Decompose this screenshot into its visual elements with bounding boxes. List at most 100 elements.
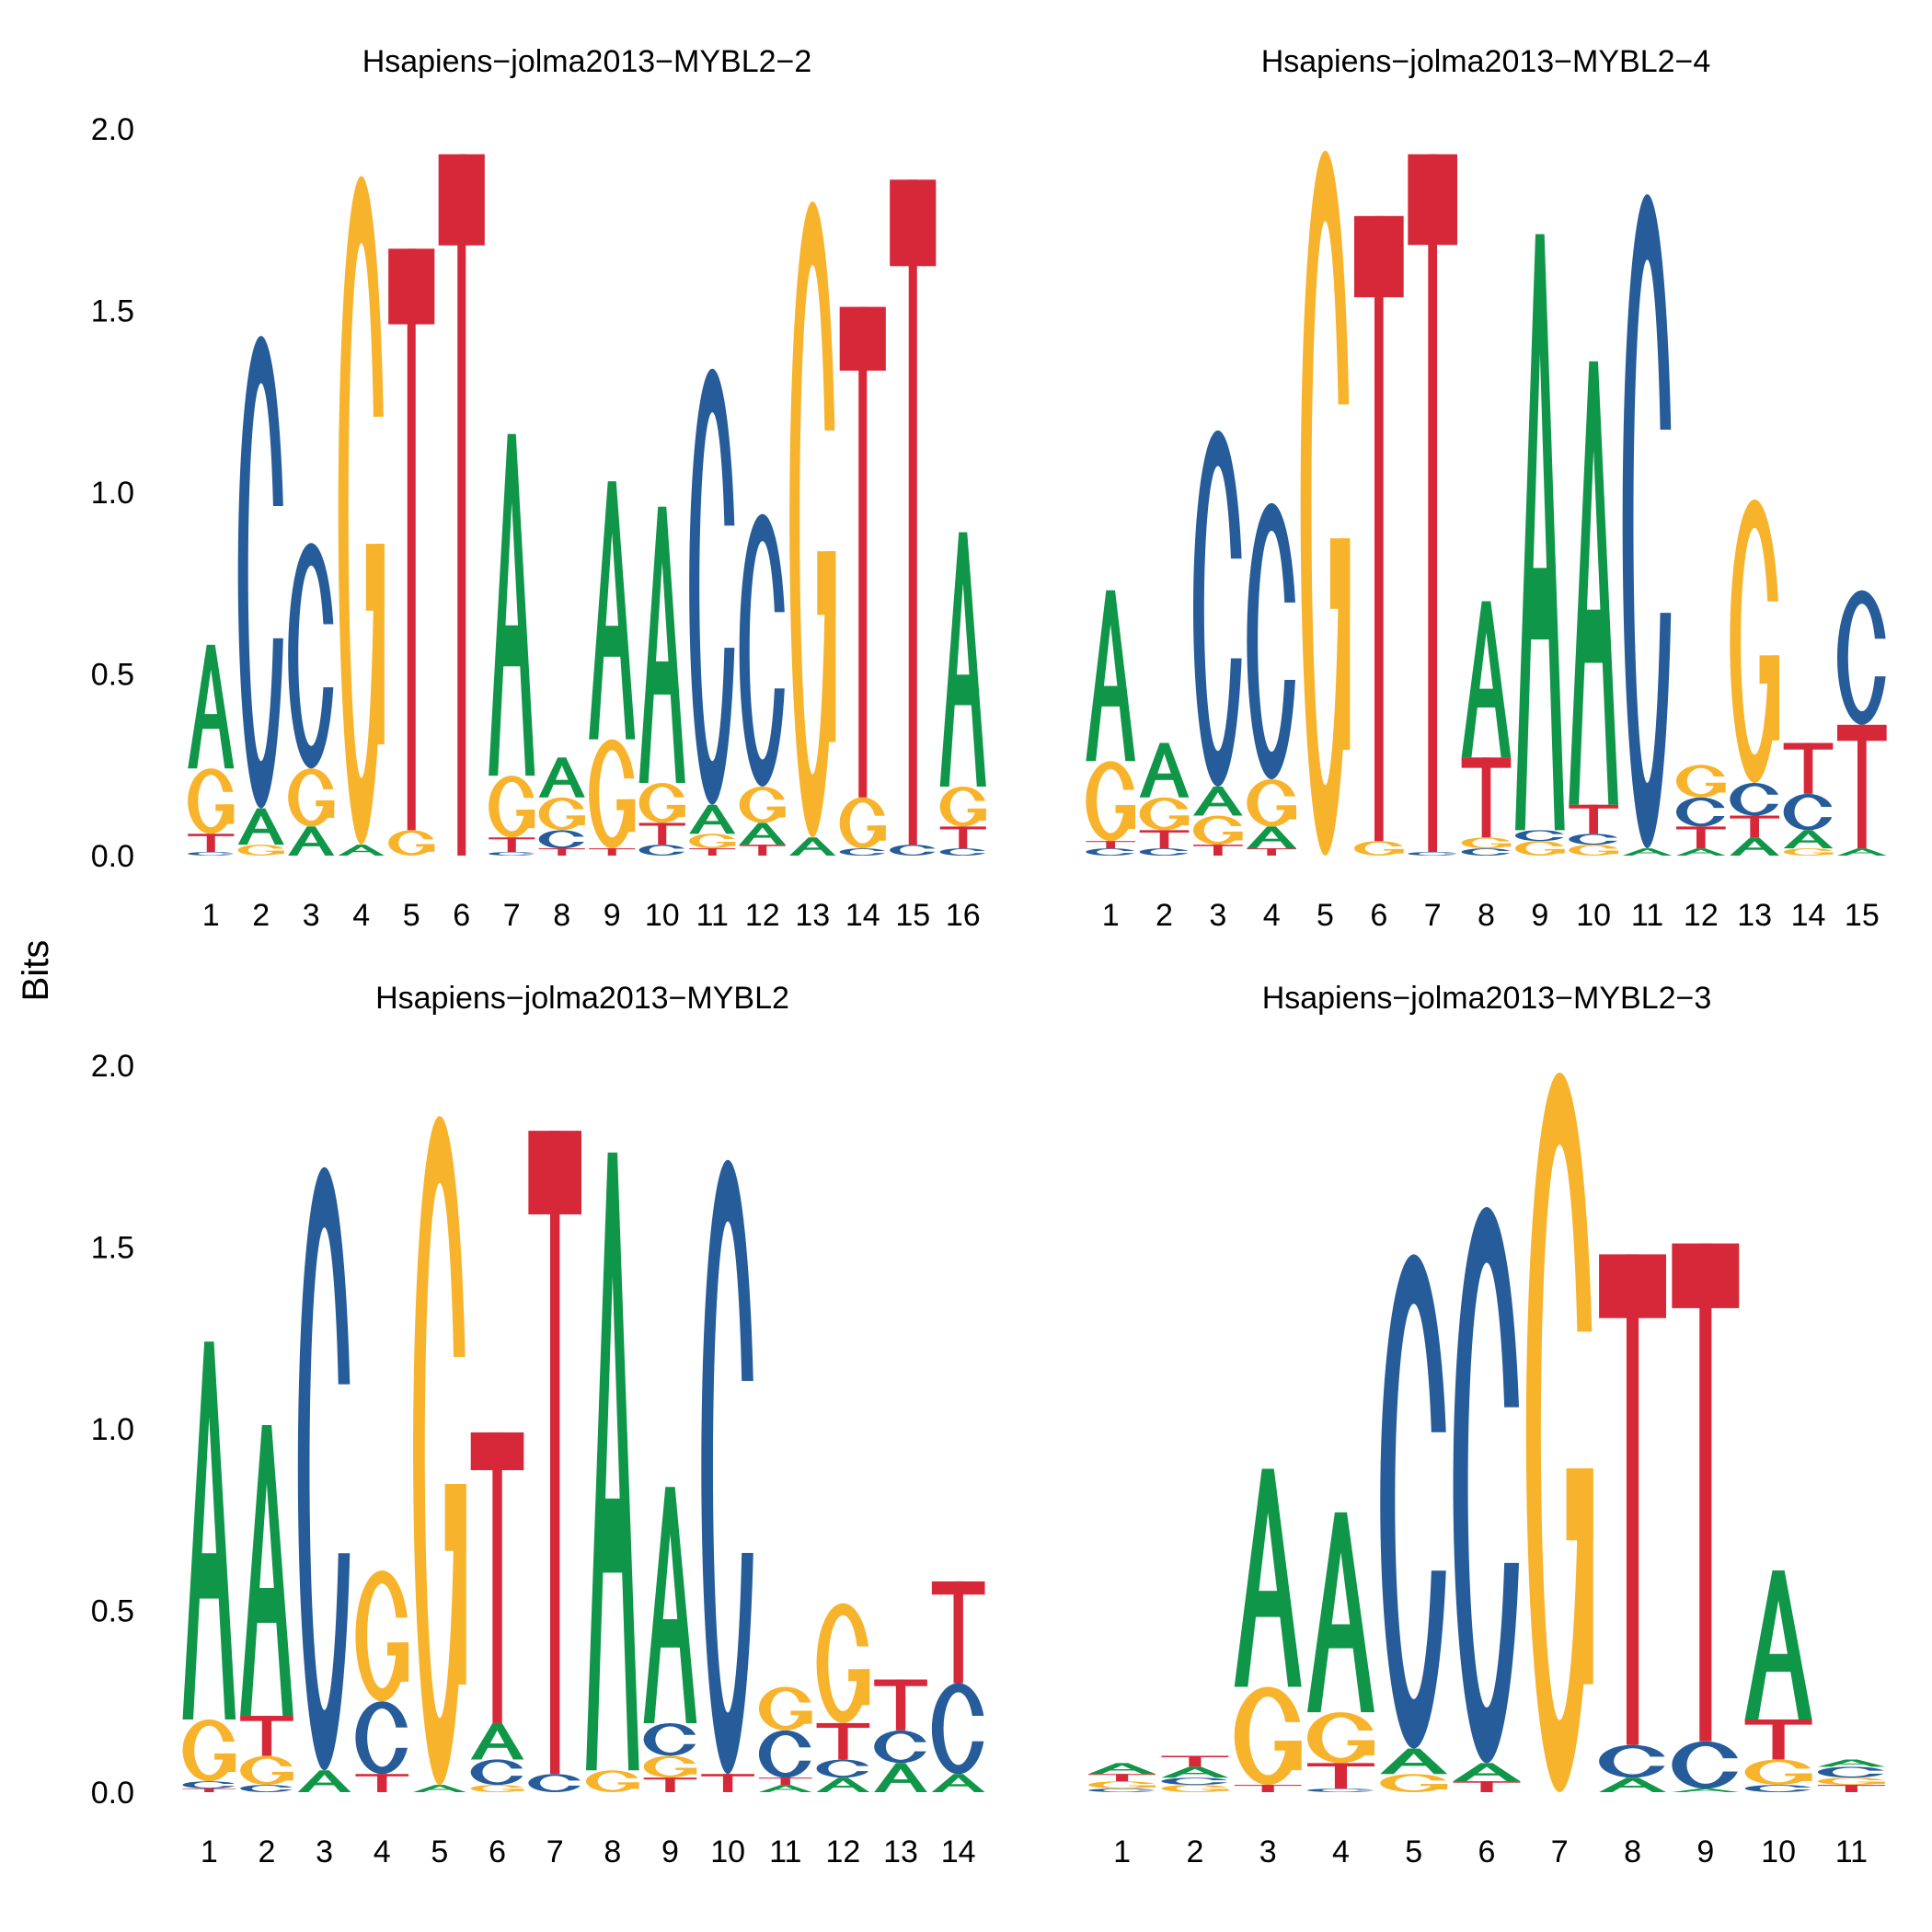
y-tick-label: 2.0 <box>91 112 134 147</box>
letter-g <box>589 739 638 849</box>
x-tick-label: 4 <box>1263 898 1281 933</box>
x-tick-label: 6 <box>453 898 470 933</box>
x-tick-label: 2 <box>1156 898 1173 933</box>
logo-stack-5 <box>1300 150 1352 857</box>
x-tick-label: 10 <box>1761 1834 1796 1869</box>
letter-a <box>1672 1788 1740 1792</box>
y-tick-label: 1.0 <box>91 1412 134 1447</box>
logo-stack-12 <box>1676 765 1728 856</box>
letter-c <box>1453 1207 1524 1764</box>
x-tick-label: 1 <box>202 898 220 933</box>
x-tick-label: 13 <box>795 898 830 933</box>
letter-c <box>240 1785 296 1793</box>
letter-g <box>489 776 537 838</box>
letter-t <box>489 837 535 853</box>
panel-title: Hsapiens−jolma2013−MYBL2−4 <box>1261 44 1711 79</box>
x-tick-label: 7 <box>1551 1834 1569 1869</box>
letter-g <box>1193 815 1245 845</box>
letter-t <box>1247 848 1296 856</box>
letter-a <box>1139 742 1190 798</box>
x-tick-label: 11 <box>769 1834 801 1869</box>
x-tick-label: 7 <box>546 1834 564 1869</box>
logo-stack-11 <box>689 368 738 856</box>
logo-stack-11 <box>1817 1759 1888 1792</box>
letter-a <box>638 506 685 783</box>
letter-c <box>237 336 286 809</box>
letter-g <box>355 1570 411 1702</box>
letter-g <box>1744 1759 1815 1786</box>
letter-a <box>689 804 736 834</box>
letter-a <box>1193 786 1243 816</box>
logo-stack-9 <box>1515 234 1567 856</box>
letter-t <box>1461 757 1512 838</box>
letter-a <box>1744 1570 1812 1719</box>
letter-t <box>1730 815 1779 838</box>
logo-stack-1 <box>1088 1763 1159 1793</box>
letter-c <box>758 1730 814 1778</box>
letter-a <box>643 1487 697 1723</box>
letter-a <box>1234 1468 1302 1687</box>
panel-title: Hsapiens−jolma2013−MYBL2−3 <box>1262 981 1712 1016</box>
letter-c <box>355 1701 411 1775</box>
x-tick-label: 1 <box>1102 898 1120 933</box>
logo-stack-7 <box>489 433 537 857</box>
letter-c <box>1730 783 1782 816</box>
x-tick-label: 5 <box>1317 898 1334 933</box>
letter-c <box>939 848 988 857</box>
letter-t <box>470 1432 524 1723</box>
letter-g <box>1569 845 1621 857</box>
letter-c <box>931 1683 987 1775</box>
letter-t <box>1599 1254 1667 1745</box>
letter-c <box>643 1722 699 1756</box>
letter-g <box>182 1719 238 1782</box>
letter-c <box>701 1159 757 1775</box>
letter-t <box>739 845 786 856</box>
letter-t <box>1676 826 1726 849</box>
letter-t <box>890 179 937 845</box>
y-tick-label: 0.0 <box>91 1776 134 1811</box>
x-tick-label: 5 <box>403 898 420 933</box>
letter-c <box>1599 1744 1669 1778</box>
x-tick-label: 11 <box>696 898 729 933</box>
letter-a <box>470 1722 524 1760</box>
x-tick-label: 6 <box>489 1834 506 1869</box>
x-tick-label: 2 <box>259 1834 276 1869</box>
logo-stack-8 <box>586 1152 641 1792</box>
x-tick-label: 3 <box>1259 1834 1277 1869</box>
logo-stack-5 <box>413 1115 469 1792</box>
letter-t <box>816 1722 870 1760</box>
logo-stack-2 <box>1139 742 1191 857</box>
logo-stack-10 <box>638 506 687 856</box>
letter-a <box>939 532 986 787</box>
logo-stack-14 <box>931 1581 987 1792</box>
letter-c <box>1515 830 1567 842</box>
letter-c <box>1622 194 1674 849</box>
logo-stack-7 <box>1525 1072 1596 1792</box>
logo-stack-11 <box>758 1686 814 1792</box>
letter-c <box>1837 590 1889 725</box>
x-tick-label: 11 <box>1835 1834 1868 1869</box>
y-tick-label: 0.5 <box>91 658 134 693</box>
x-tick-label: 7 <box>503 898 521 933</box>
x-tick-label: 1 <box>201 1834 218 1869</box>
letter-a <box>1453 1763 1521 1782</box>
x-tick-label: 12 <box>825 1834 860 1869</box>
letter-a <box>1783 830 1834 849</box>
x-tick-label: 16 <box>946 898 981 933</box>
logo-stack-10 <box>1744 1570 1815 1793</box>
letter-g <box>240 1755 296 1786</box>
logo-stack-13 <box>789 201 838 856</box>
logo-stack-7 <box>528 1131 584 1792</box>
letter-g <box>538 797 587 831</box>
letter-c <box>739 513 788 787</box>
letter-t <box>1306 1763 1374 1789</box>
x-tick-label: 15 <box>1845 898 1880 933</box>
letter-a <box>1086 590 1135 762</box>
x-tick-label: 4 <box>1332 1834 1350 1869</box>
letter-a <box>874 1763 927 1792</box>
letter-c <box>1461 848 1513 856</box>
letter-g <box>1525 1072 1596 1792</box>
letter-g <box>643 1755 699 1778</box>
x-tick-label: 5 <box>431 1834 448 1869</box>
